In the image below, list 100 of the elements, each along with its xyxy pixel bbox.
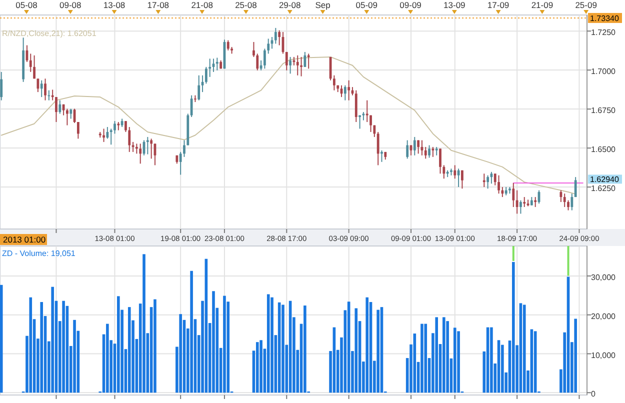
- candlestick: [406, 140, 409, 160]
- bar: [435, 317, 438, 393]
- candlestick: [114, 120, 116, 134]
- bar: [142, 254, 146, 393]
- bar: [256, 342, 259, 393]
- bar: [442, 317, 446, 393]
- candlestick: [289, 56, 292, 74]
- bar: [424, 324, 428, 393]
- x2-tick-label: Sep: [315, 0, 331, 10]
- candlestick: [252, 41, 255, 58]
- candlestick: [498, 174, 500, 194]
- candlestick: [413, 136, 416, 156]
- candlestick: [454, 164, 456, 180]
- bar: [522, 304, 526, 393]
- candlestick: [332, 74, 336, 91]
- bar: [128, 307, 131, 393]
- candlestick: [150, 138, 153, 160]
- candlestick: [516, 190, 518, 214]
- bar: [0, 284, 3, 393]
- y-tick-label: 0: [591, 390, 596, 399]
- candlestick: [278, 30, 281, 46]
- bar: [154, 299, 156, 393]
- x2-tick-label: 21-08: [191, 0, 214, 10]
- candlestick: [106, 126, 109, 140]
- candlestick: [66, 108, 68, 126]
- candlestick: [132, 141, 134, 152]
- y-tick-label: 1.6750: [591, 106, 616, 116]
- candlestick: [256, 53, 259, 71]
- candlestick: [520, 200, 522, 214]
- candlestick: [285, 51, 288, 71]
- candlestick: [274, 27, 277, 44]
- x2-tick-label: 29-08: [278, 0, 301, 10]
- bar: [190, 270, 193, 393]
- candlestick: [296, 54, 299, 76]
- bar: [29, 297, 32, 393]
- ref-line-label: 1.73340: [590, 14, 620, 23]
- candlestick: [370, 114, 372, 132]
- candlestick: [139, 143, 142, 164]
- candlestick: [482, 173, 486, 188]
- x2-tick-label: 13-09: [444, 0, 466, 10]
- candlestick: [560, 190, 562, 203]
- text: R/NZD,Close,21): 1.62051: [2, 29, 97, 38]
- candlestick: [534, 196, 537, 208]
- candlestick: [494, 173, 496, 186]
- candlestick: [226, 40, 230, 51]
- candlestick: [40, 80, 43, 98]
- bar: [223, 296, 226, 393]
- candlestick: [366, 100, 368, 122]
- y-tick-label: 1.7250: [591, 28, 616, 38]
- bar: [376, 310, 380, 393]
- candlestick: [432, 146, 434, 158]
- y-tick-label: 1.6500: [591, 145, 616, 154]
- candlestick: [29, 53, 32, 72]
- candlestick: [574, 176, 577, 198]
- bar: [51, 286, 54, 393]
- x2-tick-label: 09-08: [60, 0, 82, 10]
- bar: [260, 340, 262, 393]
- bar: [490, 327, 493, 393]
- bar: [354, 308, 358, 393]
- candlestick: [264, 48, 266, 70]
- x2-tick-label: 05-09: [356, 0, 378, 10]
- candlestick: [570, 193, 574, 211]
- candlestick: [348, 80, 350, 101]
- candlestick: [300, 56, 302, 77]
- candlestick: [204, 66, 208, 84]
- bar: [413, 334, 416, 393]
- candlestick: [380, 150, 383, 162]
- candlestick: [51, 89, 54, 101]
- candlestick: [33, 54, 36, 80]
- candlestick: [439, 148, 442, 174]
- candlestick: [216, 57, 218, 71]
- y-tick-label: 1.7000: [591, 67, 616, 76]
- candlestick: [102, 128, 105, 142]
- candlestick: [190, 94, 193, 118]
- candlestick: [307, 53, 310, 70]
- candlestick: [36, 78, 40, 93]
- x2-tick-label: 25-08: [235, 0, 258, 10]
- bar: [266, 294, 270, 393]
- candlestick: [410, 144, 412, 156]
- candlestick: [417, 140, 420, 154]
- candlestick: [124, 120, 127, 132]
- y-tick-label: 10,000: [591, 350, 616, 360]
- text: 2013 01:00: [3, 234, 46, 244]
- bar: [457, 331, 460, 393]
- candlestick: [523, 196, 526, 208]
- bar: [40, 302, 43, 393]
- bar: [73, 320, 76, 393]
- y-tick-label: 1.6250: [591, 184, 616, 194]
- bar: [366, 297, 369, 393]
- candlestick: [55, 96, 58, 122]
- candlestick: [354, 90, 358, 122]
- candlestick: [428, 144, 430, 158]
- x2-tick-label: 25-09: [575, 0, 598, 10]
- text: 1.62940: [590, 175, 620, 184]
- candlestick: [212, 58, 215, 72]
- candlestick: [304, 51, 306, 68]
- candlestick: [198, 74, 200, 101]
- bar: [453, 328, 456, 393]
- x2-tick-label: 09-09: [400, 0, 422, 10]
- bar: [117, 296, 120, 393]
